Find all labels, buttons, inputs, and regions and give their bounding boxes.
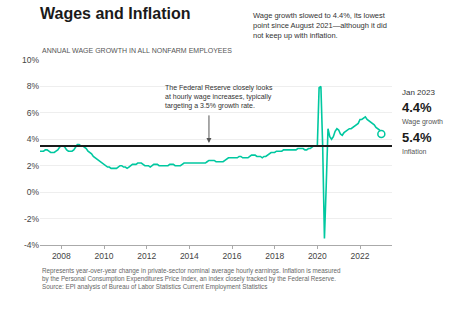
svg-text:ANNUAL WAGE GROWTH IN ALL NONF: ANNUAL WAGE GROWTH IN ALL NONFARM EMPLOY… — [42, 47, 232, 54]
svg-text:2022: 2022 — [351, 251, 370, 261]
svg-text:8%: 8% — [27, 81, 40, 91]
svg-text:-4%: -4% — [24, 240, 40, 250]
svg-text:2014: 2014 — [180, 251, 199, 261]
svg-text:6%: 6% — [27, 108, 40, 118]
svg-text:-2%: -2% — [24, 214, 40, 224]
svg-text:0%: 0% — [27, 187, 40, 197]
svg-text:Wage growth slowed to 4.4%, it: Wage growth slowed to 4.4%, its lowestpo… — [253, 11, 387, 40]
svg-text:10%: 10% — [22, 55, 39, 65]
svg-text:2018: 2018 — [265, 251, 284, 261]
svg-text:2008: 2008 — [52, 251, 71, 261]
svg-text:2020: 2020 — [308, 251, 327, 261]
svg-text:The Federal Reserve closely lo: The Federal Reserve closely looksat hour… — [165, 84, 273, 110]
svg-text:2010: 2010 — [95, 251, 114, 261]
svg-text:5.4%: 5.4% — [402, 130, 432, 145]
svg-text:Wages and Inflation: Wages and Inflation — [40, 5, 191, 22]
svg-text:Inflation: Inflation — [402, 148, 427, 155]
svg-text:Jan 2023: Jan 2023 — [402, 88, 435, 97]
svg-text:Wage growth: Wage growth — [402, 118, 443, 126]
svg-text:2%: 2% — [27, 161, 40, 171]
svg-text:2012: 2012 — [137, 251, 156, 261]
svg-text:4%: 4% — [27, 134, 40, 144]
svg-text:2016: 2016 — [223, 251, 242, 261]
svg-text:4.4%: 4.4% — [402, 100, 432, 115]
svg-text:Represents year-over-year chan: Represents year-over-year change in priv… — [42, 267, 341, 291]
